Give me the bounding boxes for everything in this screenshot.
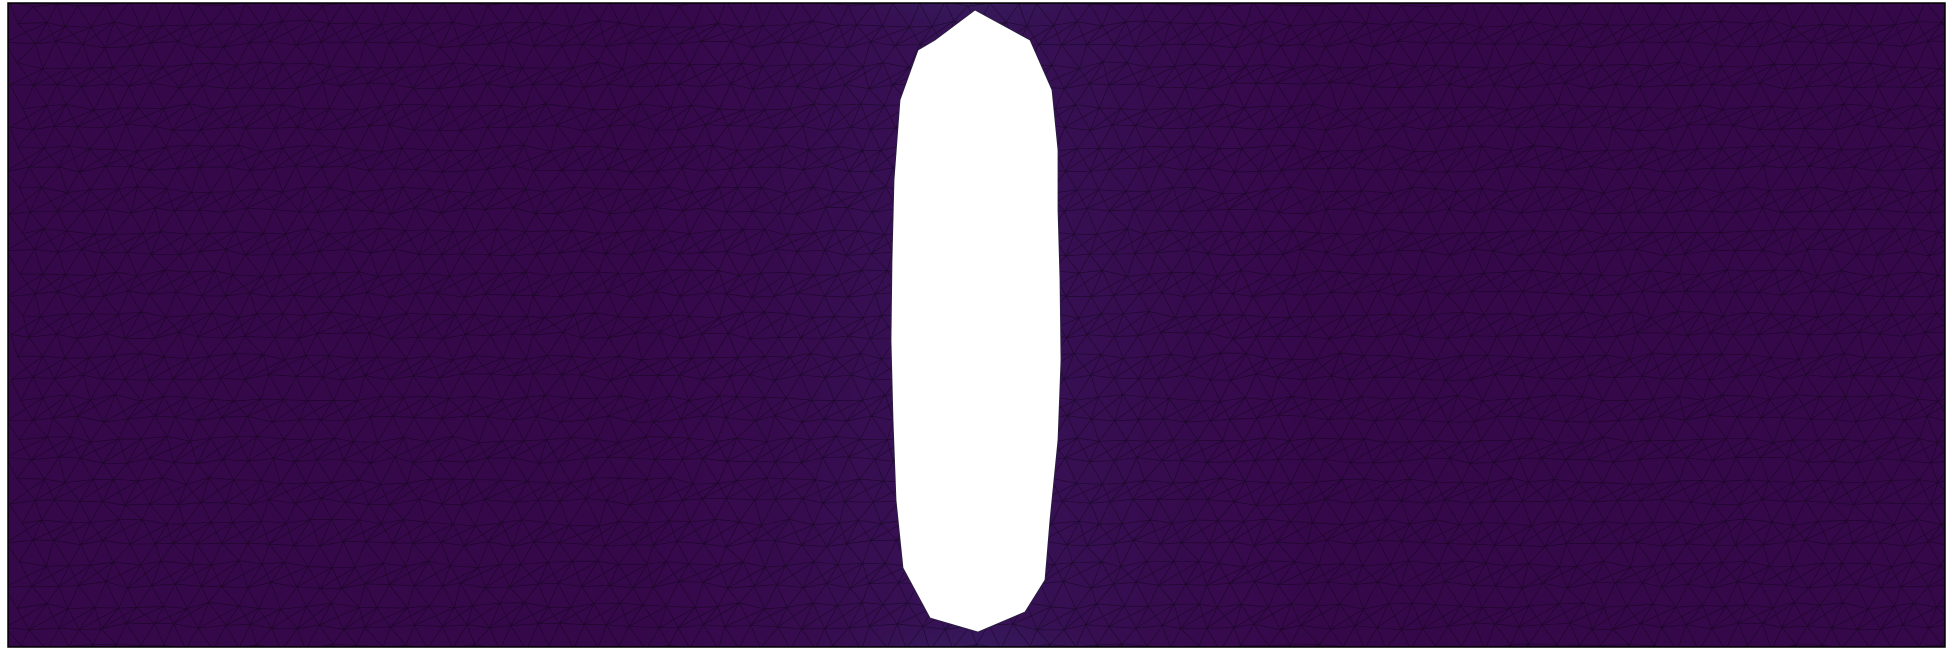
plate-region	[8, 3, 1945, 647]
triangle-mesh	[8, 3, 1945, 647]
elongated-hole	[890, 9, 1062, 633]
plate-border	[7, 2, 1946, 648]
mesh-edges	[8, 3, 1945, 647]
